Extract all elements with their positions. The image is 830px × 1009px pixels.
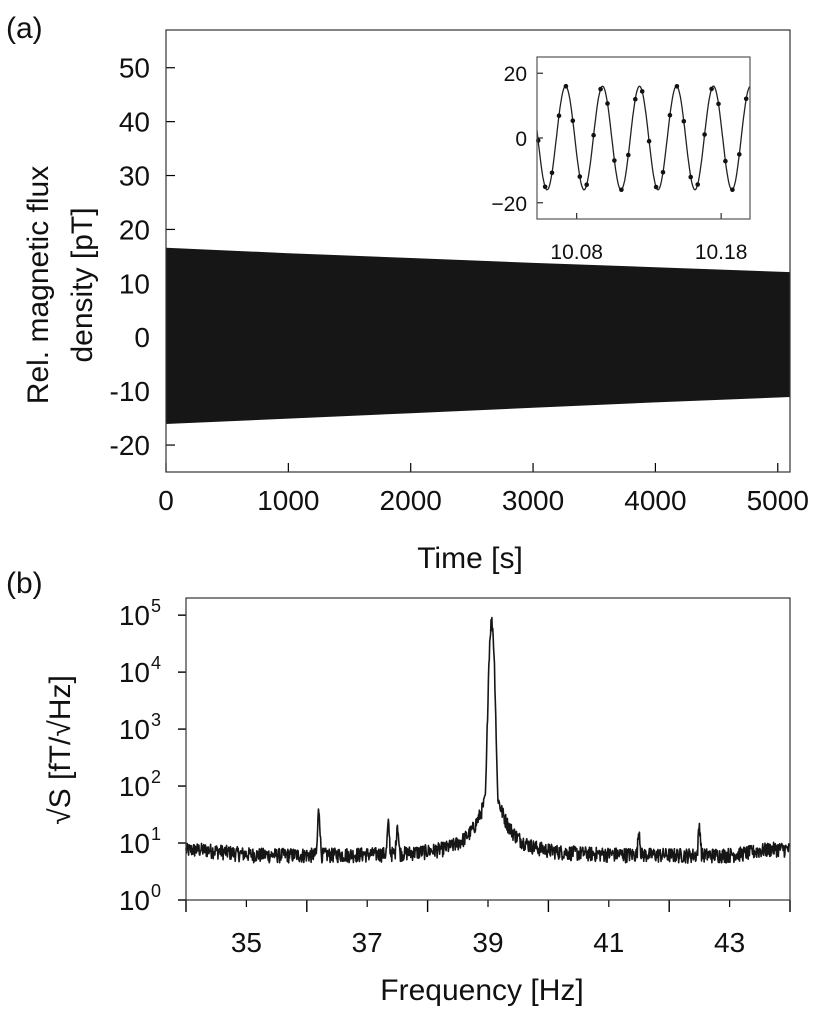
inset-sample-point (674, 84, 680, 89)
inset-x-tick-label-10.08: 10.08 (550, 241, 603, 264)
b-y-tick-exponent-2: 2 (151, 767, 161, 787)
inset-background (537, 57, 750, 219)
inset-y-tick-label-20: 20 (504, 63, 527, 86)
panel-a-plot (165, 247, 791, 425)
panel-a-label: (a) (6, 12, 43, 45)
inset-sample-point (577, 174, 583, 179)
y-tick-label-20: 20 (119, 214, 150, 245)
b-y-tick-exponent-5: 5 (151, 596, 161, 616)
panel-b-frame (185, 597, 791, 901)
x-tick-label-5000: 5000 (747, 485, 809, 516)
inset-sample-point (709, 86, 714, 92)
b-y-tick-exponent-4: 4 (151, 653, 161, 673)
b-y-tick-exponent-3: 3 (151, 710, 161, 730)
inset-sample-point (549, 170, 555, 176)
inset-sine-curve (536, 85, 751, 191)
b-y-tick-label-5: 10 (119, 600, 150, 631)
y-tick-label--10: -10 (110, 376, 150, 407)
b-y-tick-exponent-0: 0 (151, 881, 161, 901)
b-y-tick-label-4: 10 (119, 657, 150, 688)
panel-a: (a) Rel. magnetic flux density [pT] Time… (6, 12, 809, 575)
inset-sample-point (556, 113, 562, 118)
b-y-tick-label-2: 10 (119, 771, 150, 802)
inset-sample-point (626, 152, 631, 158)
b-y-tick-label-1: 10 (119, 828, 150, 859)
b-x-tick-label-37: 37 (352, 927, 383, 958)
panel-b-plot (185, 616, 791, 864)
inset-y-tick-label-0: 0 (515, 128, 527, 151)
inset-sample-point (688, 174, 693, 180)
panel-a-frame (165, 29, 791, 473)
inset-sample-point (633, 96, 638, 102)
inset-sample-point (730, 187, 735, 192)
b-x-tick-label-35: 35 (231, 927, 262, 958)
inset-sample-point (737, 152, 742, 157)
y-tick-label-0: 0 (134, 322, 150, 353)
b-y-tick-label-0: 10 (119, 885, 150, 916)
b-y-tick-exponent-1: 1 (151, 824, 161, 844)
y-tick-label-30: 30 (119, 161, 150, 192)
x-tick-label-1000: 1000 (257, 485, 319, 516)
inset-sample-point (681, 119, 687, 124)
x-tick-label-2000: 2000 (380, 485, 442, 516)
inset-sample-point (646, 138, 652, 144)
inset-sample-point (598, 86, 603, 92)
y-tick-label-40: 40 (119, 107, 150, 138)
panel-b-label: (b) (6, 567, 43, 600)
panel-a-ylabel-line2: density [pT] (66, 207, 99, 362)
panel-a-ticks: 0 1000 2000 3000 4000 5000 -20 -10 0 10 20 30 40 50 (110, 53, 809, 516)
inset-sample-point (723, 158, 728, 164)
inset-sample-point (619, 187, 624, 193)
y-tick-label-50: 50 (119, 53, 150, 84)
inset-sample-point (542, 184, 548, 190)
y-tick-label-10: 10 (119, 268, 150, 299)
inset-sample-point (563, 83, 569, 89)
inset-sample-point (653, 184, 659, 190)
inset-frame (536, 56, 751, 220)
inset-x-tick-label-10.18: 10.18 (695, 241, 748, 264)
inset-sample-point (639, 89, 645, 94)
inset-ticks: 10.08 10.18 −20 0 20 (491, 63, 747, 264)
inset-y-tick-label--20: −20 (491, 193, 527, 216)
spectrum-trace (185, 616, 791, 864)
inset-sample-point (695, 182, 700, 187)
panel-a-inset: 10.08 10.18 −20 0 20 (491, 56, 751, 264)
panel-b: (b) √S [fT/√Hz] Frequency [Hz] 35 37 39 41 4… (6, 567, 791, 1007)
inset-sample-point (584, 182, 589, 187)
panel-a-ylabel-line1: Rel. magnetic flux (22, 166, 55, 404)
x-tick-label-3000: 3000 (502, 485, 564, 516)
inset-sample-point (702, 132, 707, 137)
b-x-tick-label-41: 41 (593, 927, 624, 958)
b-y-tick-label-3: 10 (119, 714, 150, 745)
b-x-tick-label-43: 43 (714, 927, 745, 958)
inset-sample-point (591, 132, 596, 138)
inset-sample-point (570, 118, 576, 123)
inset-plot (535, 83, 751, 193)
panel-b-xlabel: Frequency [Hz] (380, 974, 583, 1007)
inset-sample-point (660, 170, 666, 175)
inset-sample-point (667, 112, 673, 118)
panel-b-ylabel: √S [fT/√Hz] (44, 675, 77, 825)
panel-a-xlabel: Time [s] (417, 542, 523, 575)
inset-sample-point (743, 96, 749, 102)
signal-envelope (165, 247, 791, 425)
inset-sample-point (716, 101, 721, 107)
b-x-tick-label-39: 39 (472, 927, 503, 958)
inset-sample-point (612, 158, 617, 163)
y-tick-label--20: -20 (110, 430, 150, 461)
x-tick-label-4000: 4000 (624, 485, 686, 516)
inset-sample-point (605, 101, 610, 106)
x-tick-label-0: 0 (158, 485, 174, 516)
